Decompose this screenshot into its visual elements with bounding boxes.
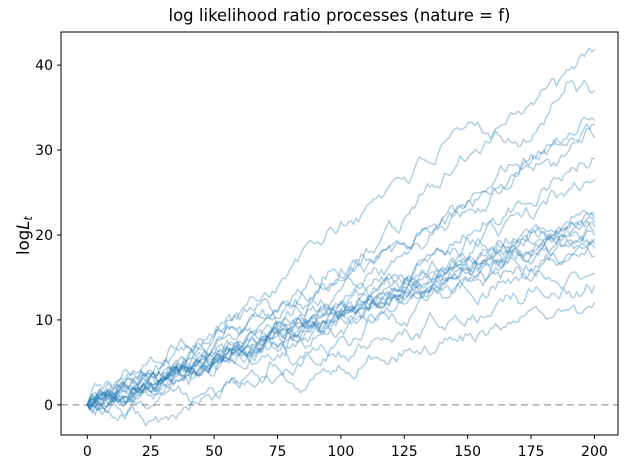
series-line-path-3 <box>86 116 596 407</box>
series-line-path-7 <box>86 179 596 406</box>
series-line-path-19 <box>86 283 596 427</box>
series-line-path-14 <box>86 234 596 408</box>
y-tick-label: 30 <box>35 143 53 159</box>
x-tick-label: 0 <box>83 444 92 460</box>
series-line-path-15 <box>86 235 596 410</box>
x-tick-label: 150 <box>454 444 481 460</box>
y-tick-label: 10 <box>35 313 53 329</box>
series-group <box>86 47 596 427</box>
series-line-path-17 <box>86 246 596 410</box>
series-line-path-20 <box>86 302 596 414</box>
series-line-path-16 <box>86 240 596 406</box>
series-line-path-18 <box>86 269 596 422</box>
y-tick-label: 40 <box>35 58 53 74</box>
chart-title: log likelihood ratio processes (nature =… <box>168 6 511 25</box>
series-line-path-8 <box>86 209 596 407</box>
series-line-path-10 <box>86 216 596 410</box>
y-tick-label: 20 <box>35 228 53 244</box>
series-line-path-12 <box>86 220 596 411</box>
x-tick-label: 100 <box>328 444 355 460</box>
y-tick-label: 0 <box>44 398 53 414</box>
x-tick-label: 200 <box>581 444 608 460</box>
axes-background <box>61 32 618 435</box>
series-line-path-6 <box>86 157 596 409</box>
x-tick-label: 50 <box>205 444 223 460</box>
series-line-path-11 <box>86 221 596 406</box>
axes-spines <box>60 31 619 436</box>
series-line-path-13 <box>86 230 596 410</box>
x-tick-label: 25 <box>142 444 160 460</box>
series-line-path-5 <box>86 123 596 414</box>
series-line-path-4 <box>86 123 596 406</box>
series-line-path-9 <box>86 212 596 406</box>
x-tick-label: 125 <box>391 444 418 460</box>
series-line-path-1 <box>86 47 596 410</box>
series-line-path-2 <box>86 79 596 406</box>
x-tick-label: 175 <box>518 444 545 460</box>
x-tick-label: 75 <box>269 444 287 460</box>
